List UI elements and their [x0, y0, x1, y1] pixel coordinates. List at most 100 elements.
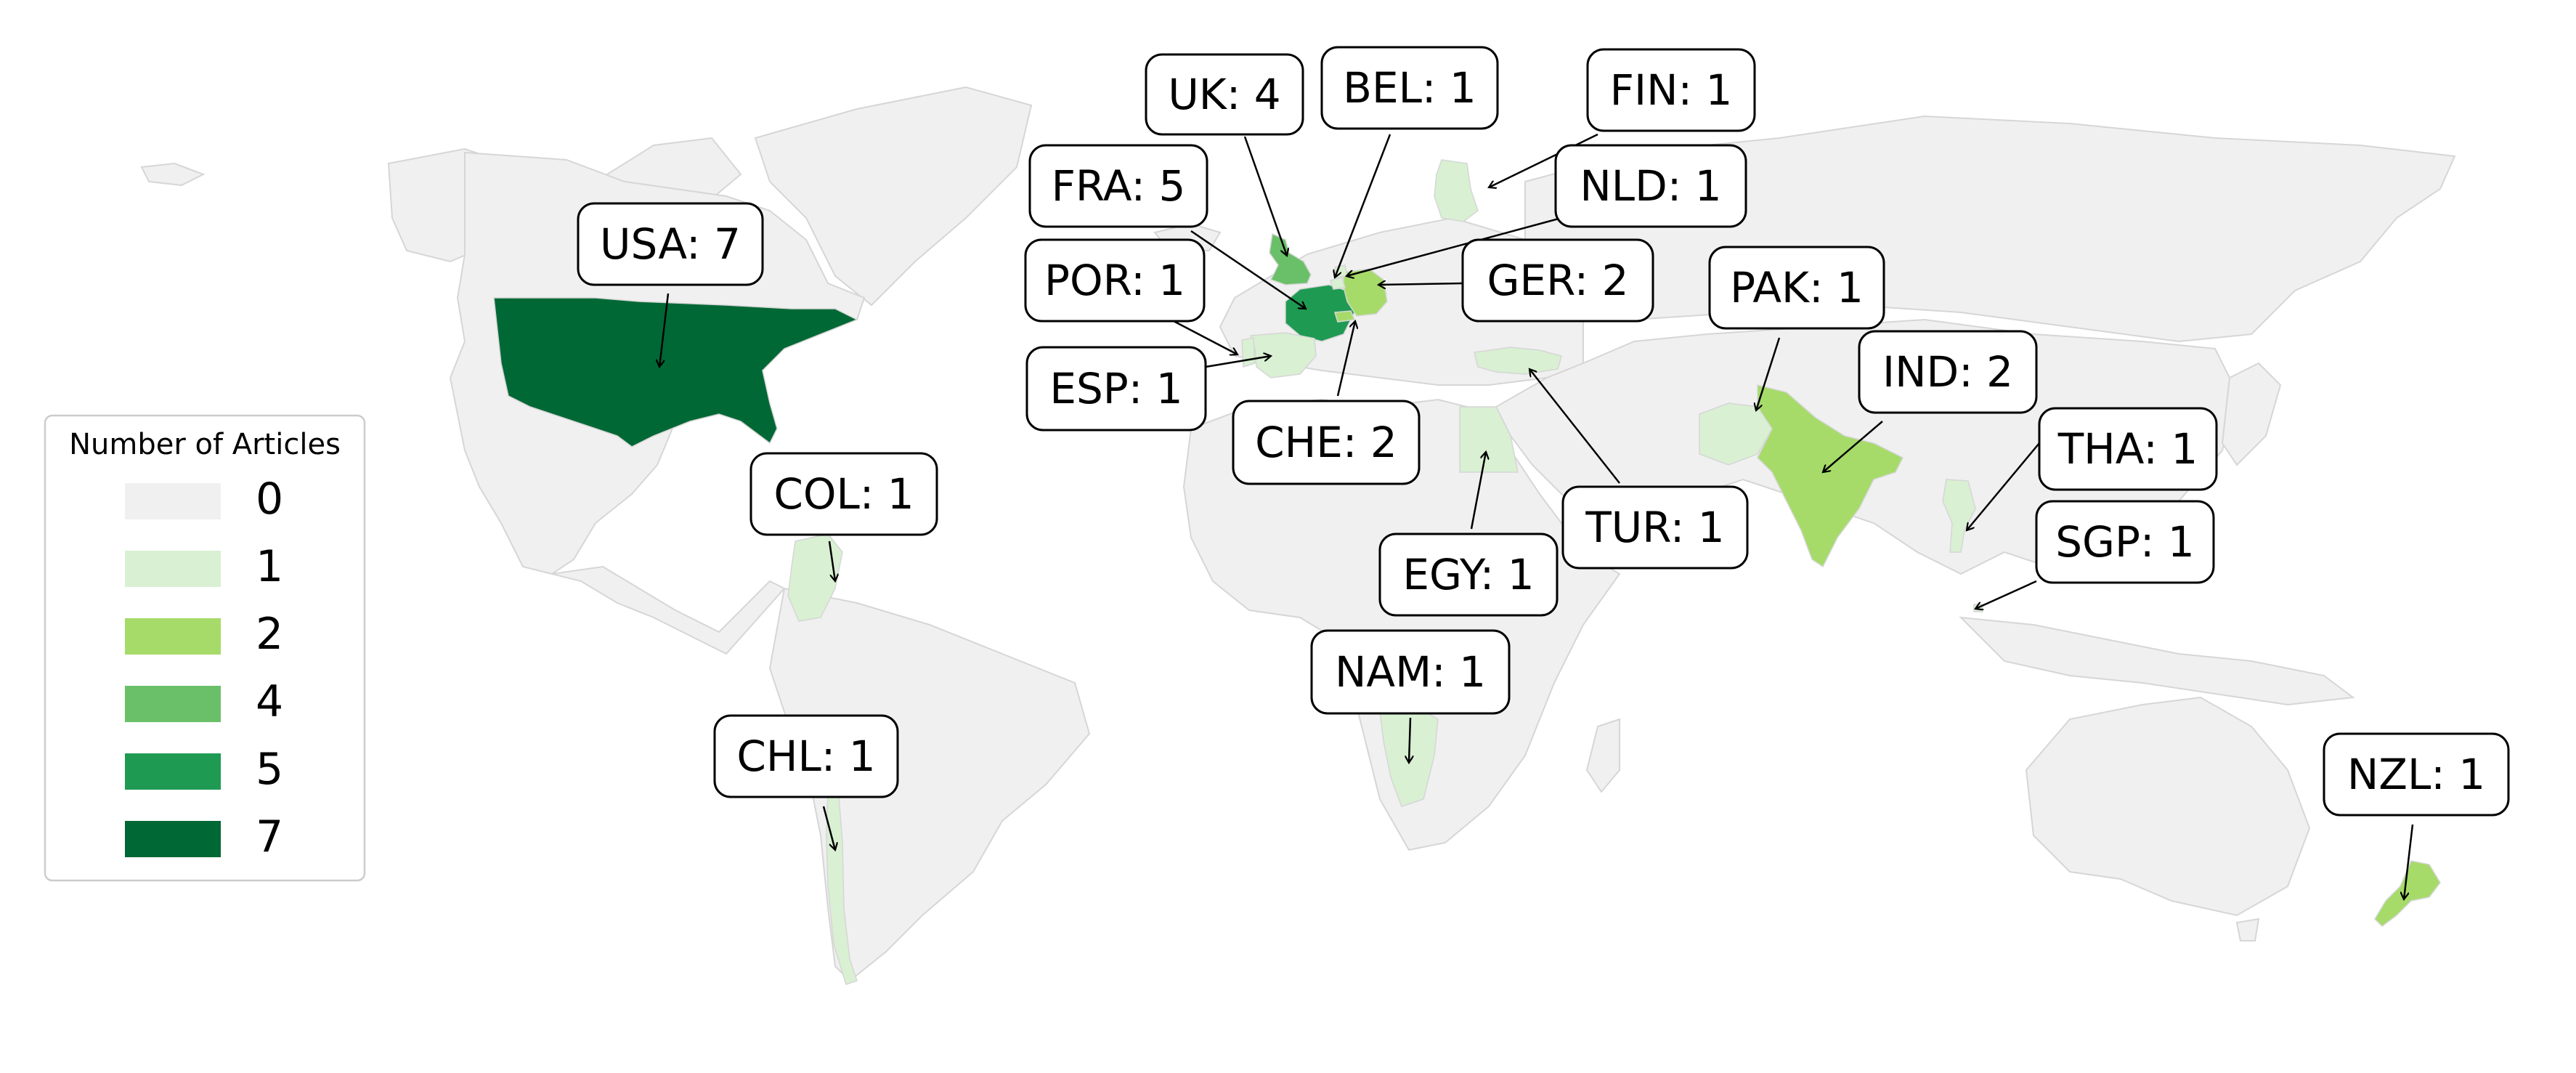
legend-title: Number of Articles	[69, 428, 341, 461]
legend-swatch-7	[125, 821, 221, 857]
callout-box-nam	[1310, 629, 1511, 715]
country-switzerland	[1334, 310, 1356, 323]
callout-nzl: NZL: 1	[2323, 732, 2510, 899]
callout-label-sgp: SGP: 1	[2055, 517, 2195, 567]
legend-label-4: 4	[256, 676, 283, 727]
callout-arrow-ger	[1378, 283, 1463, 285]
country-pakistan	[1699, 402, 1773, 466]
country-usa	[493, 297, 858, 448]
callout-label-che: CHE: 2	[1255, 418, 1397, 467]
callout-arrow-sgp	[1975, 580, 2037, 609]
callout-box-bel	[1320, 46, 1499, 130]
callout-label-pak: PAK: 1	[1730, 263, 1864, 312]
callout-tha: THA: 1	[1967, 407, 2218, 530]
callout-box-nzl	[2323, 732, 2510, 817]
callout-arrow-egy	[1470, 452, 1486, 530]
country-india	[1757, 384, 1904, 568]
callout-box-uk	[1145, 53, 1304, 136]
callout-ind: IND: 2	[1823, 330, 2038, 472]
callout-label-esp: ESP: 1	[1049, 364, 1182, 413]
callout-arrow-pak	[1756, 337, 1781, 410]
callout-box-fin	[1586, 48, 1756, 132]
callout-arrow-bel	[1335, 134, 1391, 278]
callout-fin: FIN: 1	[1489, 48, 1756, 187]
callout-box-che	[1232, 400, 1421, 485]
callout-label-nam: NAM: 1	[1335, 647, 1486, 697]
callout-pak: PAK: 1	[1708, 246, 1885, 410]
callout-sgp: SGP: 1	[1975, 500, 2215, 609]
callout-label-nzl: NZL: 1	[2347, 750, 2485, 799]
callout-che: CHE: 2	[1232, 321, 1421, 485]
callout-label-fin: FIN: 1	[1610, 65, 1733, 115]
legend-swatch-5	[125, 753, 221, 790]
callout-label-col: COL: 1	[773, 469, 914, 519]
callout-arrow-nam	[1409, 717, 1410, 763]
region-indonesia	[1959, 616, 2355, 706]
callout-ger: GER: 2	[1378, 238, 1654, 323]
callout-arrow-tur	[1529, 369, 1620, 484]
callout-box-sgp	[2035, 500, 2215, 584]
callout-label-usa: USA: 7	[600, 219, 741, 269]
callout-col: COL: 1	[749, 452, 938, 581]
callout-box-chl	[713, 714, 899, 798]
legend-swatch-0	[125, 483, 221, 519]
region-madagascar	[1585, 718, 1620, 793]
legend-items: 0 1 2 4 5 7	[125, 474, 283, 862]
legend-label-1: 1	[256, 541, 283, 592]
legend-swatch-1	[125, 551, 221, 587]
legend-label-7: 7	[256, 811, 283, 862]
callout-chl: CHL: 1	[713, 714, 899, 850]
region-greenland	[754, 86, 1033, 307]
callouts: USA: 7 UK: 4 BEL: 1 FIN: 1 FRA: 5 NLD: 1 POR: …	[577, 46, 2510, 899]
legend-label-0: 0	[256, 474, 283, 525]
country-turkey	[1474, 347, 1562, 375]
callout-arrow-chl	[822, 806, 835, 850]
callout-label-nld: NLD: 1	[1580, 161, 1721, 211]
callout-nam: NAM: 1	[1310, 629, 1511, 763]
callout-por: POR: 1	[1024, 238, 1238, 355]
callout-esp: ESP: 1	[1025, 346, 1271, 432]
callout-arrow-ind	[1823, 421, 1883, 472]
legend: Number of Articles 0 1 2 4 5 7	[44, 414, 366, 882]
legend-swatch-2	[125, 618, 221, 655]
country-colombia	[787, 533, 843, 622]
callout-fra: FRA: 5	[1028, 144, 1306, 309]
callout-arrow-che	[1336, 321, 1355, 397]
callout-arrow-uk	[1243, 136, 1287, 256]
callout-box-egy	[1378, 533, 1559, 617]
callout-arrow-nzl	[2404, 824, 2414, 899]
legend-label-5: 5	[256, 744, 283, 795]
callout-arrow-nld	[1346, 216, 1562, 276]
callout-bel: BEL: 1	[1320, 46, 1499, 278]
region-japan	[2221, 362, 2282, 466]
region-australia	[2025, 696, 2311, 917]
region-tasmania	[2235, 918, 2260, 942]
callout-label-uk: UK: 4	[1168, 70, 1280, 119]
country-finland	[1434, 159, 1479, 222]
callout-box-fra	[1028, 144, 1208, 228]
callout-box-esp	[1025, 346, 1207, 432]
callout-arrow-por	[1173, 320, 1238, 355]
callout-egy: EGY: 1	[1378, 452, 1559, 617]
region-islands-west	[140, 162, 206, 187]
callout-label-por: POR: 1	[1044, 256, 1185, 305]
country-chile	[826, 790, 858, 985]
highlighted-countries	[493, 159, 2441, 985]
callout-tur: TUR: 1	[1529, 369, 1749, 570]
region-africa	[1182, 398, 1621, 851]
callout-arrow-fin	[1489, 133, 1598, 187]
callout-arrow-fra	[1190, 230, 1306, 309]
callout-arrow-col	[828, 540, 835, 581]
callout-box-por	[1024, 238, 1206, 323]
callout-label-bel: BEL: 1	[1343, 63, 1476, 113]
callout-label-ind: IND: 2	[1882, 347, 2013, 397]
country-egypt	[1459, 406, 1519, 473]
country-portugal	[1241, 337, 1256, 368]
callout-label-egy: EGY: 1	[1402, 550, 1534, 599]
callout-arrow-tha	[1967, 442, 2040, 530]
callout-usa: USA: 7	[577, 202, 764, 367]
country-germany	[1343, 268, 1388, 317]
callout-label-fra: FRA: 5	[1052, 161, 1186, 211]
callout-label-tha: THA: 1	[2057, 424, 2198, 474]
